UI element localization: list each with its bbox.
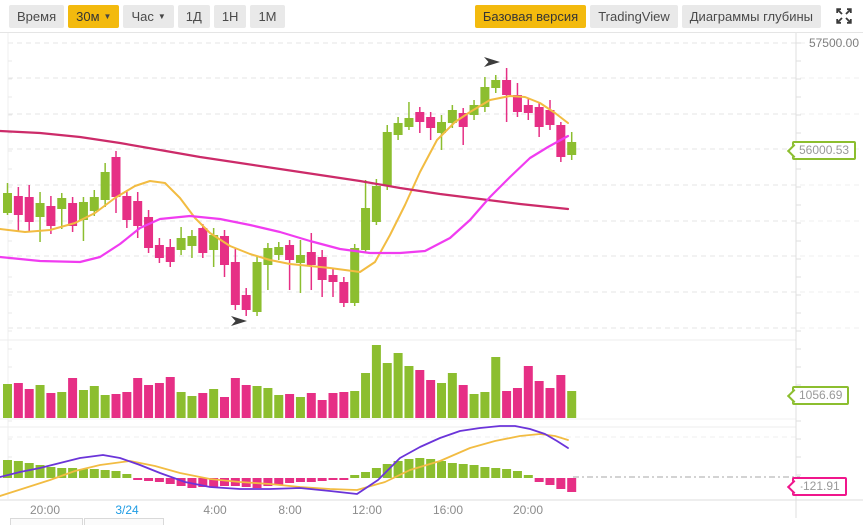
interval-button-2[interactable]: Час ▼ xyxy=(123,4,174,28)
time-label: 20:00 xyxy=(512,503,544,517)
bottom-tab[interactable] xyxy=(84,518,164,525)
volume-value-badge: 1056.69 xyxy=(792,386,850,405)
view-button-0[interactable]: Базовая версия xyxy=(474,4,587,28)
button-label: Диаграммы глубины xyxy=(689,8,813,24)
caret-down-icon: ▼ xyxy=(103,12,112,21)
interval-button-group: Время 30м ▼ Час ▼ 1Д 1Н 1М xyxy=(9,4,285,28)
interval-button-3[interactable]: 1Д xyxy=(177,4,210,28)
time-label: 12:00 xyxy=(351,503,383,517)
time-label: 8:00 xyxy=(278,503,302,517)
caret-down-icon: ▼ xyxy=(157,12,166,21)
last-price-badge: 56000.53 xyxy=(792,141,857,160)
time-label: 4:00 xyxy=(203,503,227,517)
interval-button-4[interactable]: 1Н xyxy=(213,4,247,28)
button-label: Время xyxy=(17,8,57,24)
macd-value-badge: -121.91 xyxy=(792,477,847,496)
time-label: 3/24 xyxy=(115,503,139,517)
annotation-arrow xyxy=(484,57,500,67)
button-label: Час xyxy=(131,8,154,24)
button-label: 30м xyxy=(76,8,100,24)
view-button-group: Базовая версия TradingView Диаграммы глуби… xyxy=(474,4,854,28)
button-label: 1М xyxy=(258,8,277,24)
button-label: TradingView xyxy=(598,8,670,24)
button-label: 1Д xyxy=(185,8,202,24)
view-button-1[interactable]: TradingView xyxy=(590,4,678,28)
interval-button-1[interactable]: 30м ▼ xyxy=(68,4,120,28)
chart-toolbar: Время 30м ▼ Час ▼ 1Д 1Н 1М Базовая версия Tradin… xyxy=(0,0,863,33)
interval-button-0[interactable]: Время xyxy=(9,4,65,28)
bottom-tab[interactable] xyxy=(10,518,83,525)
time-label: 16:00 xyxy=(432,503,464,517)
price-axis-top-label: 57500.00 xyxy=(808,36,859,50)
annotation-arrow xyxy=(231,316,247,326)
button-label: Базовая версия xyxy=(482,8,579,24)
fullscreen-icon[interactable] xyxy=(834,6,854,26)
view-button-2[interactable]: Диаграммы глубины xyxy=(681,4,821,28)
time-label: 20:00 xyxy=(29,503,61,517)
interval-button-5[interactable]: 1М xyxy=(250,4,285,28)
button-label: 1Н xyxy=(221,8,239,24)
